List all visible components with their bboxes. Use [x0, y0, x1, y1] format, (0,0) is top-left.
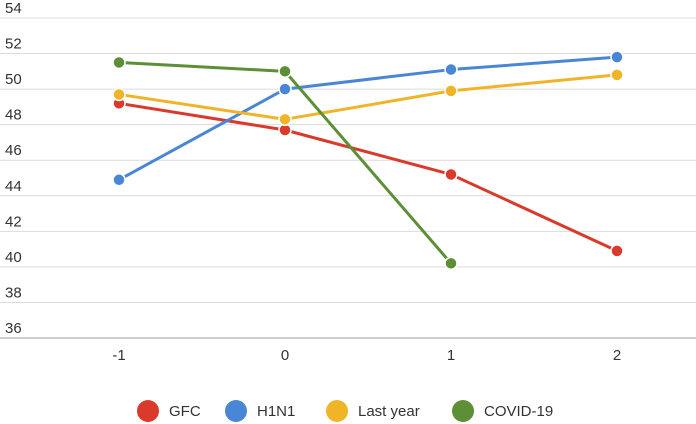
y-tick-label: 54	[5, 0, 22, 17]
grid-lines	[0, 17, 696, 339]
y-tick-label: 46	[5, 142, 22, 159]
legend-label: H1N1	[257, 403, 295, 420]
y-axis-ticks: 36 38 40 42 44 46 48 50 52 54	[5, 0, 22, 337]
data-point-h1n1	[112, 173, 126, 187]
legend-item-covid-19[interactable]: COVID-19	[452, 400, 553, 422]
y-tick-label: 42	[5, 213, 22, 230]
legend-marker	[225, 400, 247, 422]
data-point-h1n1	[610, 50, 624, 64]
y-tick-label: 36	[5, 320, 22, 337]
data-point-covid-19	[278, 64, 292, 79]
series-last-year	[112, 68, 624, 127]
legend-label: Last year	[358, 403, 420, 420]
data-point-gfc	[444, 167, 458, 182]
data-point-covid-19	[112, 55, 126, 70]
x-tick-label: 1	[447, 347, 455, 364]
x-tick-label: 2	[613, 347, 621, 364]
data-point-last-year	[610, 68, 624, 82]
data-point-last-year	[444, 84, 458, 98]
series-line-gfc	[117, 101, 619, 253]
x-tick-label: -1	[112, 347, 125, 364]
data-point-gfc	[610, 244, 624, 258]
series-group	[112, 50, 624, 271]
legend-item-last-year[interactable]: Last year	[326, 400, 420, 422]
data-point-last-year	[112, 87, 126, 102]
series-line-h1n1	[117, 55, 619, 182]
legend-item-gfc[interactable]: GFC	[137, 400, 201, 422]
series-line-last-year	[117, 73, 619, 121]
legend-label: GFC	[169, 403, 201, 420]
x-tick-label: 0	[281, 347, 289, 364]
y-tick-label: 50	[5, 71, 22, 88]
series-h1n1	[112, 50, 624, 187]
y-tick-label: 48	[5, 107, 22, 124]
legend-marker	[137, 400, 159, 422]
data-point-last-year	[278, 112, 292, 127]
data-point-h1n1	[278, 82, 292, 96]
legend-marker	[452, 400, 474, 422]
data-point-h1n1	[444, 62, 458, 77]
series-covid-19	[112, 55, 458, 271]
data-point-covid-19	[444, 256, 458, 271]
y-tick-label: 52	[5, 36, 22, 53]
legend-label: COVID-19	[484, 403, 553, 420]
y-tick-label: 38	[5, 284, 22, 301]
legend: GFC H1N1 Last year COVID-19	[137, 400, 553, 422]
y-tick-label: 40	[5, 249, 22, 266]
y-tick-label: 44	[5, 178, 22, 195]
series-gfc	[112, 96, 624, 258]
legend-marker	[326, 400, 348, 422]
legend-item-h1n1[interactable]: H1N1	[225, 400, 295, 422]
x-axis-ticks: -1 0 1 2	[112, 347, 621, 364]
